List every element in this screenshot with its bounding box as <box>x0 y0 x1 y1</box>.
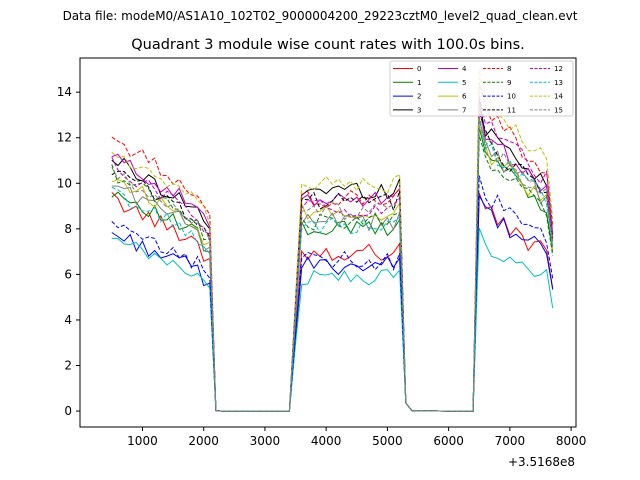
y-tick-label: 2 <box>64 359 72 373</box>
legend-label-1: 1 <box>417 79 421 87</box>
legend-label-3: 3 <box>417 106 421 114</box>
legend-label-5: 5 <box>462 79 466 87</box>
legend-label-10: 10 <box>507 93 516 101</box>
legend-label-12: 12 <box>554 65 563 73</box>
legend-label-0: 0 <box>417 65 421 73</box>
series-group <box>111 70 554 412</box>
x-tick-label: 7000 <box>495 434 526 448</box>
y-tick-label: 4 <box>64 313 72 327</box>
legend-label-14: 14 <box>554 93 563 101</box>
y-tick-label: 6 <box>64 267 72 281</box>
x-tick-label: 5000 <box>372 434 403 448</box>
series-line-11 <box>111 112 554 412</box>
x-tick-label: 4000 <box>311 434 342 448</box>
legend-label-9: 9 <box>507 79 511 87</box>
x-offset-label: +3.5168e8 <box>508 455 575 469</box>
x-tick-label: 1000 <box>127 434 158 448</box>
axes-frame <box>79 57 577 428</box>
series-line-10 <box>111 175 554 412</box>
y-tick-label: 0 <box>64 404 72 418</box>
x-tick-label: 2000 <box>188 434 219 448</box>
legend-label-15: 15 <box>554 106 563 114</box>
x-tick-label: 6000 <box>433 434 464 448</box>
legend-label-6: 6 <box>462 93 467 101</box>
y-tick-label: 10 <box>57 176 72 190</box>
series-line-5 <box>111 227 554 412</box>
chart-title: Quadrant 3 module wise count rates with … <box>131 37 525 53</box>
y-tick-label: 14 <box>57 85 72 99</box>
legend-label-4: 4 <box>462 65 467 73</box>
legend-label-13: 13 <box>554 79 563 87</box>
series-line-0 <box>111 192 554 412</box>
legend-label-11: 11 <box>507 106 516 114</box>
series-line-12 <box>111 95 554 412</box>
series-line-8 <box>111 82 554 412</box>
suptitle: Data file: modeM0/AS1A10_102T02_90000042… <box>63 9 578 23</box>
x-tick-label: 8000 <box>556 434 587 448</box>
y-tick-label: 12 <box>57 131 72 145</box>
legend-label-2: 2 <box>417 93 421 101</box>
y-tick-label: 8 <box>64 222 72 236</box>
legend-label-7: 7 <box>462 106 466 114</box>
axes-group: 1000 2000 3000 4000 5000 6000 7000 800002468101… <box>57 57 587 448</box>
series-line-2 <box>111 193 554 412</box>
series-line-7 <box>111 120 554 412</box>
legend-label-8: 8 <box>507 65 511 73</box>
x-tick-label: 3000 <box>250 434 281 448</box>
series-line-13 <box>111 117 554 412</box>
series-line-15 <box>111 115 554 412</box>
legend-box <box>389 60 574 117</box>
